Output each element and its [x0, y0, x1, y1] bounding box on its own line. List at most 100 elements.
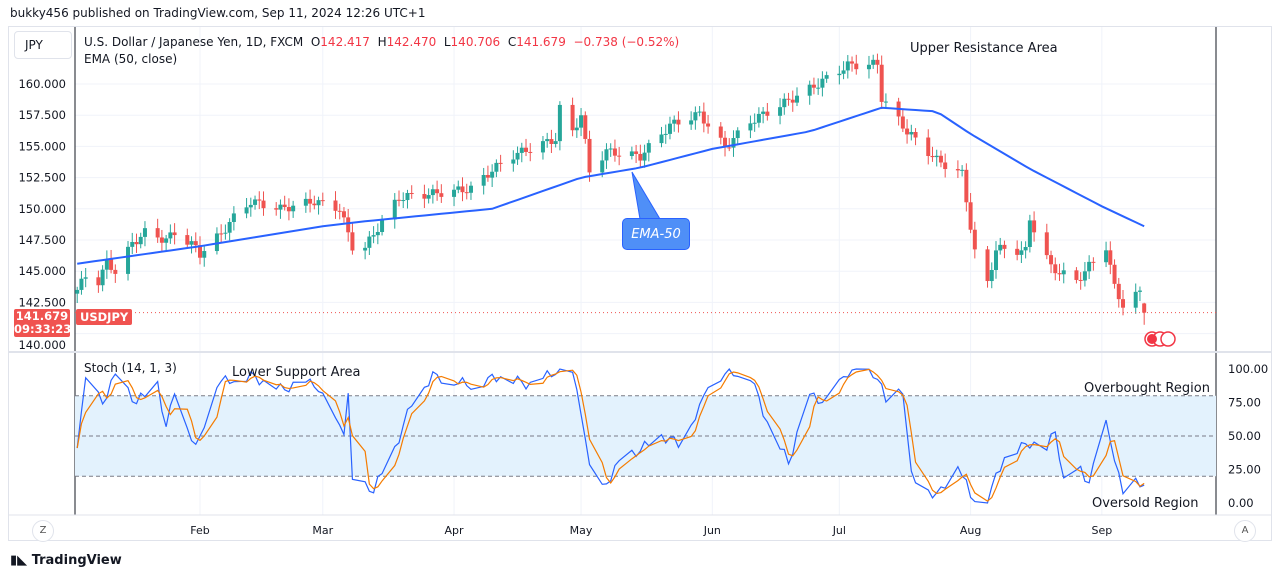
candle-body: [1133, 291, 1138, 308]
candle-body: [75, 289, 80, 294]
candle-body: [934, 155, 939, 158]
candle-body: [676, 119, 681, 125]
candle-body: [426, 195, 431, 199]
upper-resistance-label: Upper Resistance Area: [910, 41, 1058, 56]
price-tick-label: 160.000: [18, 77, 66, 91]
candle-body: [185, 235, 190, 245]
candle-body: [79, 278, 84, 290]
candle-body: [253, 199, 258, 205]
candle-body: [392, 199, 397, 220]
stoch-tick-label: 25.00: [1228, 463, 1261, 477]
candle-body: [494, 162, 499, 172]
auto-scale-button[interactable]: A: [1234, 520, 1256, 542]
close-label: C: [507, 35, 517, 49]
price-tick-label: 155.000: [18, 139, 66, 153]
candle-body: [807, 84, 812, 96]
candle-body: [257, 199, 262, 201]
candle-body: [913, 131, 918, 138]
candle-body: [83, 277, 88, 279]
candle-body: [96, 277, 101, 286]
candle-body: [1082, 271, 1087, 281]
candle-body: [570, 104, 575, 131]
last-price-tag: 141.679 09:33:23: [14, 309, 71, 337]
candle-body: [1121, 299, 1126, 308]
candle-body: [337, 210, 342, 212]
candle-body: [1032, 220, 1037, 233]
candle-body: [409, 193, 414, 195]
candle-body: [549, 139, 554, 144]
candle-body: [600, 160, 605, 173]
zoom-button[interactable]: Z: [32, 520, 54, 542]
candle-body: [219, 233, 224, 235]
x-tick-label: Mar: [312, 524, 333, 537]
candle-body: [316, 200, 321, 206]
currency-button[interactable]: JPY: [14, 31, 72, 59]
x-tick-label: Aug: [960, 524, 981, 537]
candle-body: [723, 137, 728, 148]
candle-body: [1087, 261, 1092, 272]
candle-body: [1104, 250, 1109, 263]
low-value: 140.706: [450, 35, 501, 49]
x-tick-label: Feb: [190, 524, 209, 537]
candle-body: [883, 101, 888, 103]
candle-body: [824, 75, 829, 79]
candle-body: [871, 59, 876, 65]
price-tick-label: 147.500: [18, 233, 66, 247]
stoch-tick-label: 0.00: [1228, 496, 1254, 510]
ema-callout: EMA-50: [622, 218, 690, 250]
price-tick-label: 145.000: [18, 264, 66, 278]
candle-body: [786, 98, 791, 100]
candle-body: [968, 202, 973, 230]
price-tick-label: 140.000: [18, 338, 66, 352]
candle-body: [1112, 264, 1117, 284]
close-value: 141.679: [516, 35, 566, 49]
candle-body: [930, 155, 935, 158]
candle-body: [468, 185, 473, 193]
candle-body: [701, 111, 706, 124]
candle-body: [837, 73, 842, 76]
ema-legend[interactable]: EMA (50, close): [84, 52, 178, 66]
candle-body: [693, 112, 698, 121]
candle-body: [214, 233, 219, 252]
candle-body: [202, 251, 207, 258]
candle-body: [545, 139, 550, 142]
candle-body: [1027, 220, 1032, 248]
candle-body: [579, 115, 584, 128]
candle-body: [841, 70, 846, 74]
symbol-legend: U.S. Dollar / Japanese Yen, 1D, FXCM O14…: [84, 35, 679, 49]
candle-body: [511, 159, 516, 164]
candle-body: [697, 111, 702, 113]
candle-body: [1074, 270, 1079, 280]
candle-body: [380, 219, 385, 232]
candle-body: [464, 192, 469, 194]
candle-body: [583, 115, 588, 139]
candle-body: [608, 148, 613, 150]
symbol-title: U.S. Dollar / Japanese Yen, 1D, FXCM: [84, 35, 304, 49]
candle-body: [422, 194, 427, 199]
candle-body: [1049, 255, 1054, 265]
candle-body: [350, 232, 355, 251]
symbol-tag: USDJPY: [76, 309, 133, 325]
candle-body: [765, 111, 770, 116]
candle-body: [1019, 250, 1024, 255]
candle-body: [193, 241, 198, 246]
candle-body: [456, 186, 461, 190]
candle-body: [244, 207, 249, 214]
candle-body: [274, 208, 279, 210]
candle-body: [604, 149, 609, 161]
change-value: −0.738 (−0.52%): [573, 35, 680, 49]
candle-body: [905, 128, 910, 135]
candle-body: [993, 250, 998, 270]
candle-body: [460, 186, 465, 193]
candle-body: [320, 200, 325, 202]
candle-body: [138, 236, 143, 245]
candle-body: [375, 231, 380, 236]
candle-body: [278, 204, 283, 210]
candle-body: [955, 169, 960, 171]
stoch-legend[interactable]: Stoch (14, 1, 3): [84, 361, 177, 375]
candle-body: [291, 205, 296, 212]
candle-body: [960, 169, 965, 171]
candle-body: [367, 236, 372, 248]
candle-body: [735, 130, 740, 139]
